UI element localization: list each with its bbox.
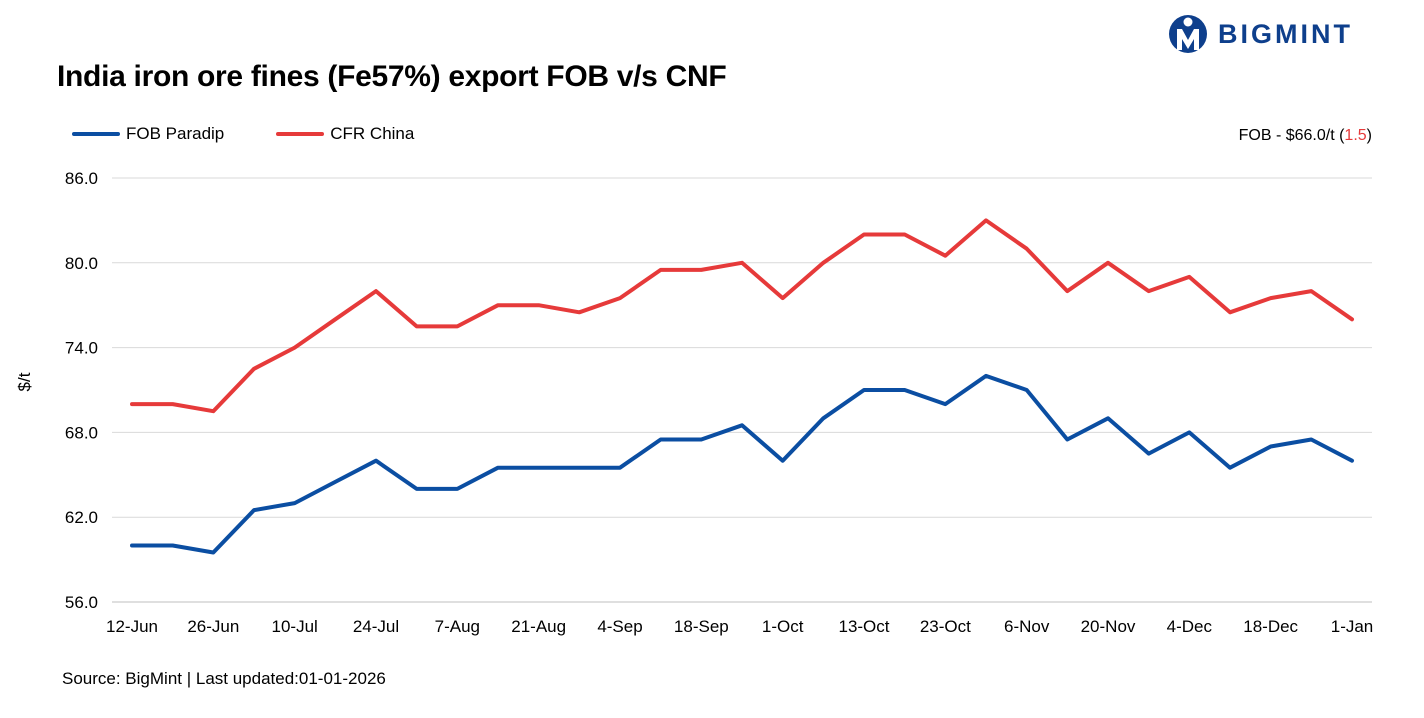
y-tick-label: 62.0 bbox=[65, 508, 98, 527]
y-axis-label: $/t bbox=[15, 372, 34, 391]
legend-item-fob: FOB Paradip bbox=[72, 124, 224, 144]
y-tick-label: 74.0 bbox=[65, 339, 98, 358]
x-tick-label: 26-Jun bbox=[187, 617, 239, 636]
fob-price-note: FOB - $66.0/t (1.5) bbox=[1239, 127, 1372, 145]
fob-note-suffix: ) bbox=[1366, 127, 1372, 144]
series-line-fob-paradip bbox=[130, 373, 1354, 555]
legend-label-cfr: CFR China bbox=[330, 124, 415, 143]
legend-swatch-cfr bbox=[276, 132, 325, 136]
x-tick-label: 7-Aug bbox=[435, 617, 480, 636]
legend-swatch-fob bbox=[72, 132, 120, 136]
x-tick-label: 13-Oct bbox=[838, 617, 889, 636]
x-tick-label: 23-Oct bbox=[920, 617, 971, 636]
brand-name: BIGMINT bbox=[1218, 18, 1353, 49]
y-tick-label: 56.0 bbox=[65, 593, 98, 612]
x-tick-label: 6-Nov bbox=[1004, 617, 1050, 636]
x-tick-label: 10-Jul bbox=[272, 617, 318, 636]
y-tick-label: 80.0 bbox=[65, 254, 98, 273]
legend-item-cfr: CFR China bbox=[276, 124, 414, 144]
bigmint-logo-icon bbox=[1169, 15, 1207, 53]
x-tick-label: 4-Sep bbox=[597, 617, 642, 636]
source-note: Source: BigMint | Last updated:01-01-202… bbox=[62, 669, 386, 688]
legend-label-fob: FOB Paradip bbox=[126, 124, 225, 143]
chart-title: India iron ore fines (Fe57%) export FOB … bbox=[57, 60, 727, 93]
series-lines bbox=[130, 218, 1354, 555]
x-tick-label: 21-Aug bbox=[511, 617, 566, 636]
x-tick-label: 20-Nov bbox=[1081, 617, 1136, 636]
chart-legend: FOB Paradip CFR China bbox=[72, 124, 466, 144]
fob-note-prefix: FOB - $66.0/t ( bbox=[1238, 127, 1345, 144]
x-tick-label: 4-Dec bbox=[1167, 617, 1213, 636]
series-line-cfr-china bbox=[130, 218, 1354, 414]
x-axis-ticks: 12-Jun 26-Jun 10-Jul 24-Jul 7-Aug 21-Aug 4-Sep… bbox=[106, 617, 1373, 636]
x-tick-label: 18-Dec bbox=[1243, 617, 1298, 636]
x-tick-label: 24-Jul bbox=[353, 617, 399, 636]
brand-logo: BIGMINT bbox=[1168, 10, 1353, 58]
x-tick-label: 1-Oct bbox=[762, 617, 804, 636]
fob-note-change: 1.5 bbox=[1344, 127, 1367, 144]
y-axis-ticks: 56.0 62.0 68.0 74.0 80.0 86.0 bbox=[65, 169, 98, 612]
y-tick-label: 68.0 bbox=[65, 423, 98, 442]
x-tick-label: 1-Jan bbox=[1331, 617, 1374, 636]
x-tick-label: 12-Jun bbox=[106, 617, 158, 636]
gridlines bbox=[112, 177, 1372, 603]
y-tick-label: 86.0 bbox=[65, 169, 98, 188]
x-tick-label: 18-Sep bbox=[674, 617, 729, 636]
